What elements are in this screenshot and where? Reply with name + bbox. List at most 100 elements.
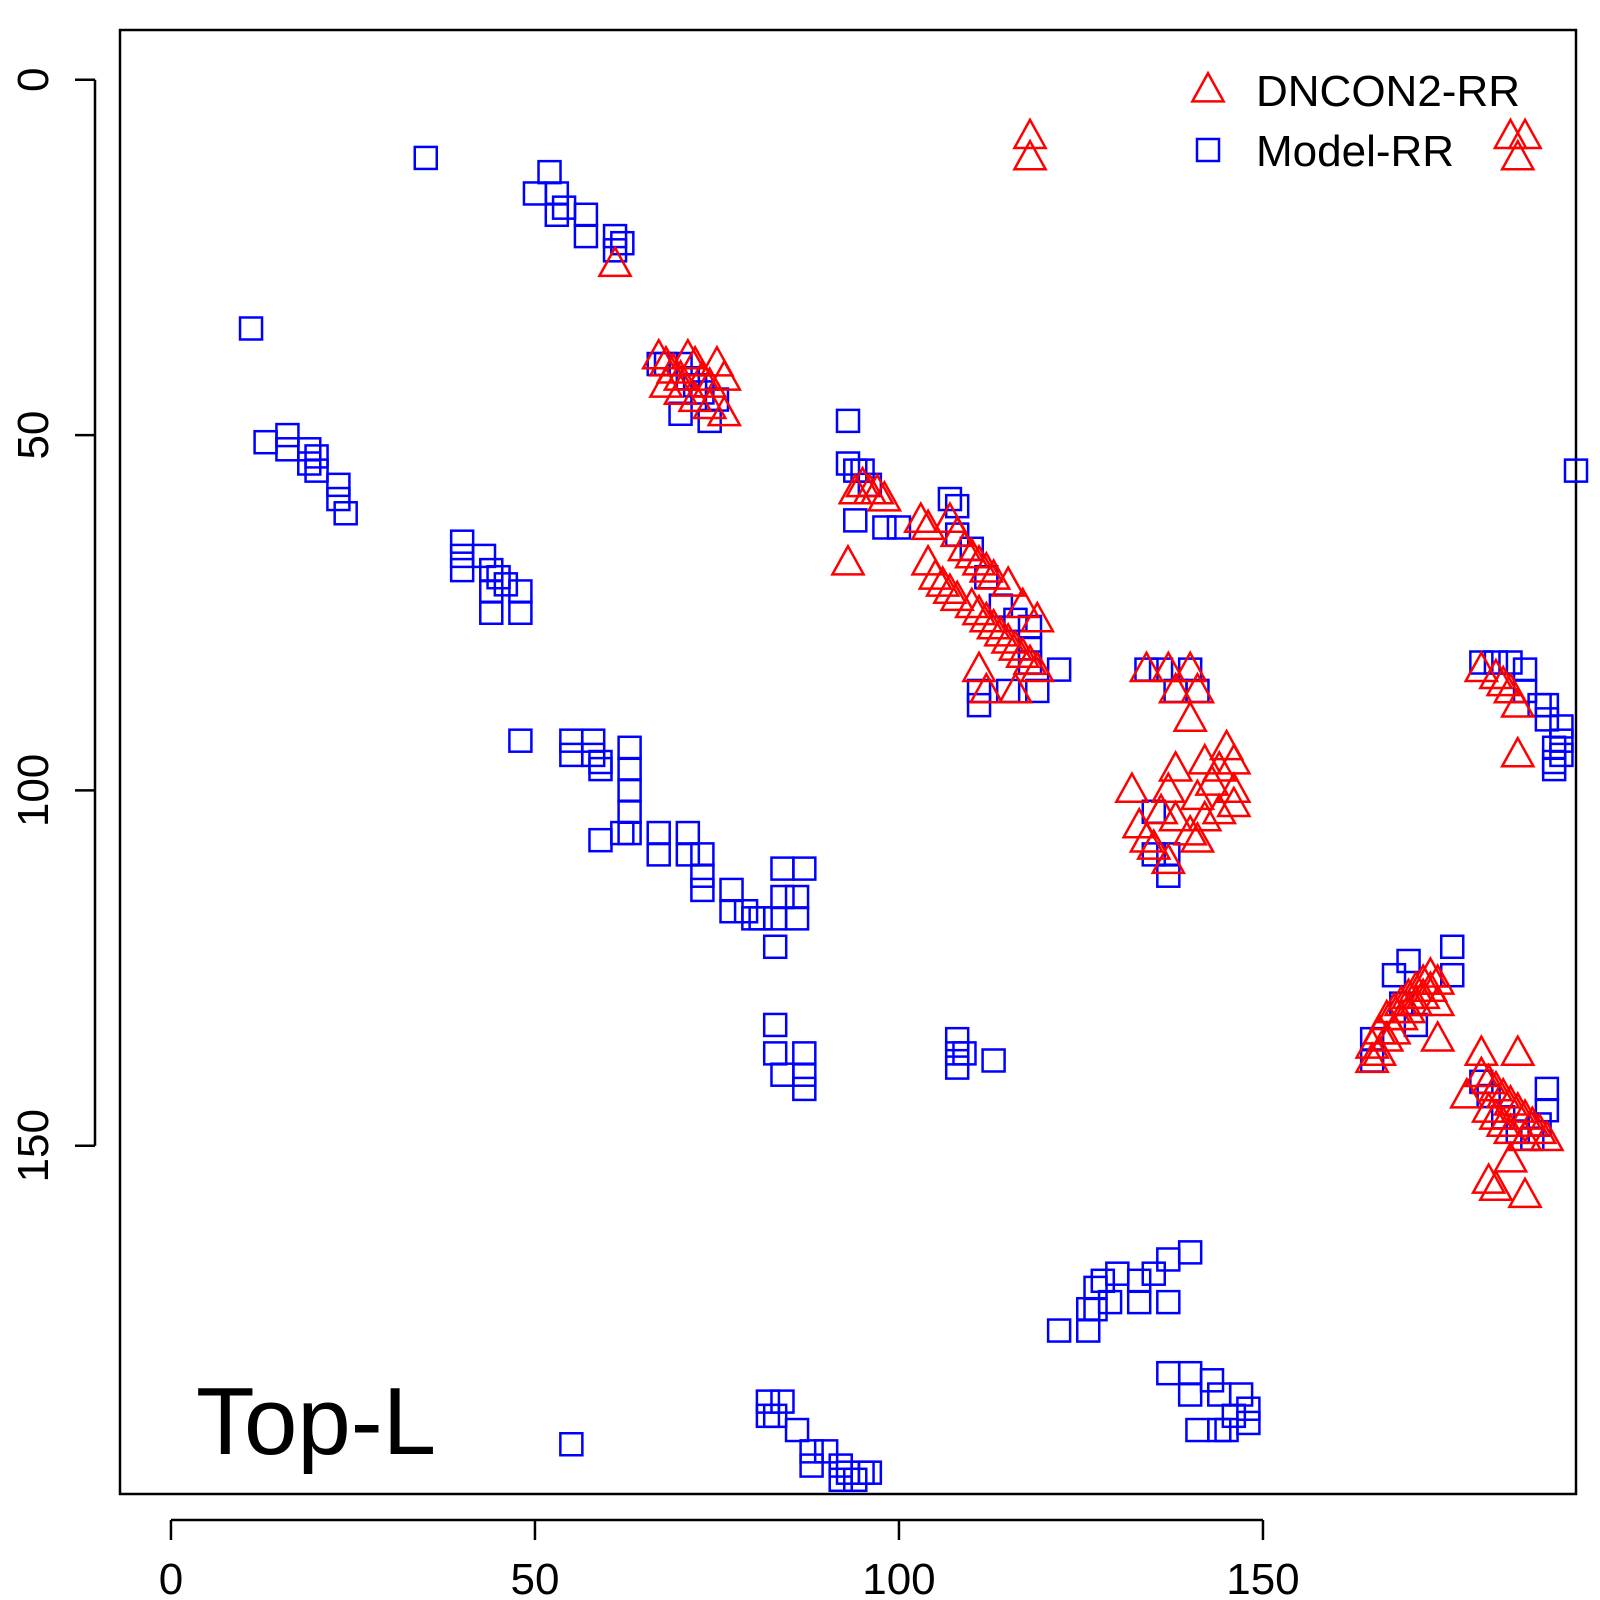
data-point-square	[835, 451, 861, 476]
data-point-square	[1221, 1403, 1247, 1429]
data-point-square	[297, 451, 322, 476]
data-point-square	[784, 884, 810, 910]
data-point-square	[1236, 1410, 1261, 1436]
data-point-square	[828, 1453, 853, 1478]
data-point-triangle	[1004, 636, 1041, 668]
data-point-square	[770, 1062, 795, 1087]
data-point-square	[755, 1403, 781, 1429]
data-point-triangle	[648, 344, 684, 377]
data-point-square	[813, 1439, 839, 1464]
data-point-square	[850, 458, 875, 483]
data-point-square	[762, 906, 788, 931]
data-point-square	[1046, 657, 1072, 682]
data-point-triangle	[597, 245, 633, 278]
x-axis: 0 50 100 150	[159, 1518, 1300, 1600]
data-point-square	[617, 799, 642, 824]
data-point-triangle	[1500, 1034, 1536, 1066]
data-point-square	[559, 742, 584, 768]
DNCON2-RR-series	[597, 117, 1565, 1209]
data-point-square	[580, 742, 606, 768]
data-point-triangle	[640, 337, 677, 370]
Model-RR-series	[238, 145, 1589, 1493]
data-point-triangle	[1500, 138, 1536, 171]
data-point-square	[1534, 1076, 1560, 1102]
data-point-square	[886, 515, 912, 540]
data-point-square	[1541, 735, 1567, 761]
y-tick-label: 150	[9, 1109, 58, 1182]
data-point-triangle	[1492, 1140, 1529, 1173]
data-point-square	[762, 1403, 788, 1429]
data-point-triangle	[670, 337, 706, 370]
data-point-square	[668, 401, 693, 427]
data-point-square	[602, 238, 628, 263]
data-point-square	[1236, 1396, 1261, 1421]
y-tick-label: 50	[9, 411, 58, 460]
data-point-square	[449, 529, 475, 554]
data-point-square	[1541, 756, 1567, 782]
data-point-square	[1207, 1417, 1232, 1443]
data-point-square	[1381, 962, 1407, 988]
data-point-square	[1075, 1318, 1101, 1343]
data-point-triangle	[706, 394, 742, 427]
data-point-square	[762, 1012, 788, 1038]
data-point-square	[559, 728, 584, 753]
data-point-triangle	[910, 508, 946, 541]
data-point-triangle	[706, 358, 742, 391]
data-point-triangle	[1500, 1090, 1536, 1123]
data-point-triangle	[844, 465, 881, 498]
data-point-square	[508, 728, 533, 753]
data-point-square	[799, 1439, 824, 1464]
data-point-triangle	[859, 472, 895, 505]
data-point-triangle	[990, 565, 1026, 597]
data-point-triangle	[1150, 771, 1187, 804]
data-point-square	[690, 863, 715, 888]
data-point-square	[792, 1041, 817, 1066]
data-point-square	[544, 202, 570, 228]
data-point-triangle	[1492, 117, 1529, 150]
data-point-triangle	[961, 543, 997, 576]
data-point-triangle	[1500, 735, 1536, 768]
data-point-square	[646, 820, 671, 846]
data-point-triangle	[1507, 1098, 1543, 1130]
data-point-square	[1439, 934, 1465, 960]
data-point-triangle	[662, 373, 699, 406]
x-tick-label: 50	[510, 1555, 559, 1600]
data-point-square	[1396, 948, 1421, 974]
data-point-triangle	[975, 607, 1012, 640]
data-point-triangle	[1136, 827, 1172, 860]
data-point-square	[413, 145, 439, 171]
data-point-square	[1017, 614, 1043, 640]
y-tick-label: 0	[9, 68, 58, 92]
data-point-triangle	[1500, 685, 1536, 718]
data-point-triangle	[1186, 799, 1223, 832]
data-point-square	[719, 898, 744, 924]
data-point-square	[238, 316, 264, 341]
y-tick-label: 100	[9, 754, 58, 827]
data-point-square	[792, 856, 817, 881]
data-point-square	[1563, 458, 1589, 483]
data-point-square	[1177, 1240, 1203, 1265]
data-point-square	[573, 202, 599, 228]
data-point-triangle	[1143, 792, 1179, 825]
data-point-square	[479, 557, 504, 583]
data-point-square	[588, 749, 613, 775]
data-point-triangle	[910, 543, 946, 576]
data-point-square	[1549, 728, 1574, 753]
data-point-square	[573, 223, 599, 249]
data-point-square	[1439, 962, 1465, 988]
data-point-square	[1483, 650, 1509, 675]
data-point-triangle	[1478, 1098, 1514, 1130]
data-point-triangle	[1507, 1119, 1543, 1152]
data-point-triangle	[691, 387, 728, 420]
data-point-triangle	[968, 550, 1005, 583]
data-point-triangle	[1521, 1112, 1558, 1145]
x-tick-label: 150	[1226, 1555, 1299, 1600]
data-point-square	[617, 820, 642, 846]
data-point-square	[304, 444, 329, 469]
data-point-triangle	[1012, 117, 1048, 150]
data-point-square	[843, 1467, 868, 1493]
data-point-square	[493, 572, 519, 597]
data-point-square	[675, 842, 701, 867]
data-point-triangle	[961, 593, 997, 626]
